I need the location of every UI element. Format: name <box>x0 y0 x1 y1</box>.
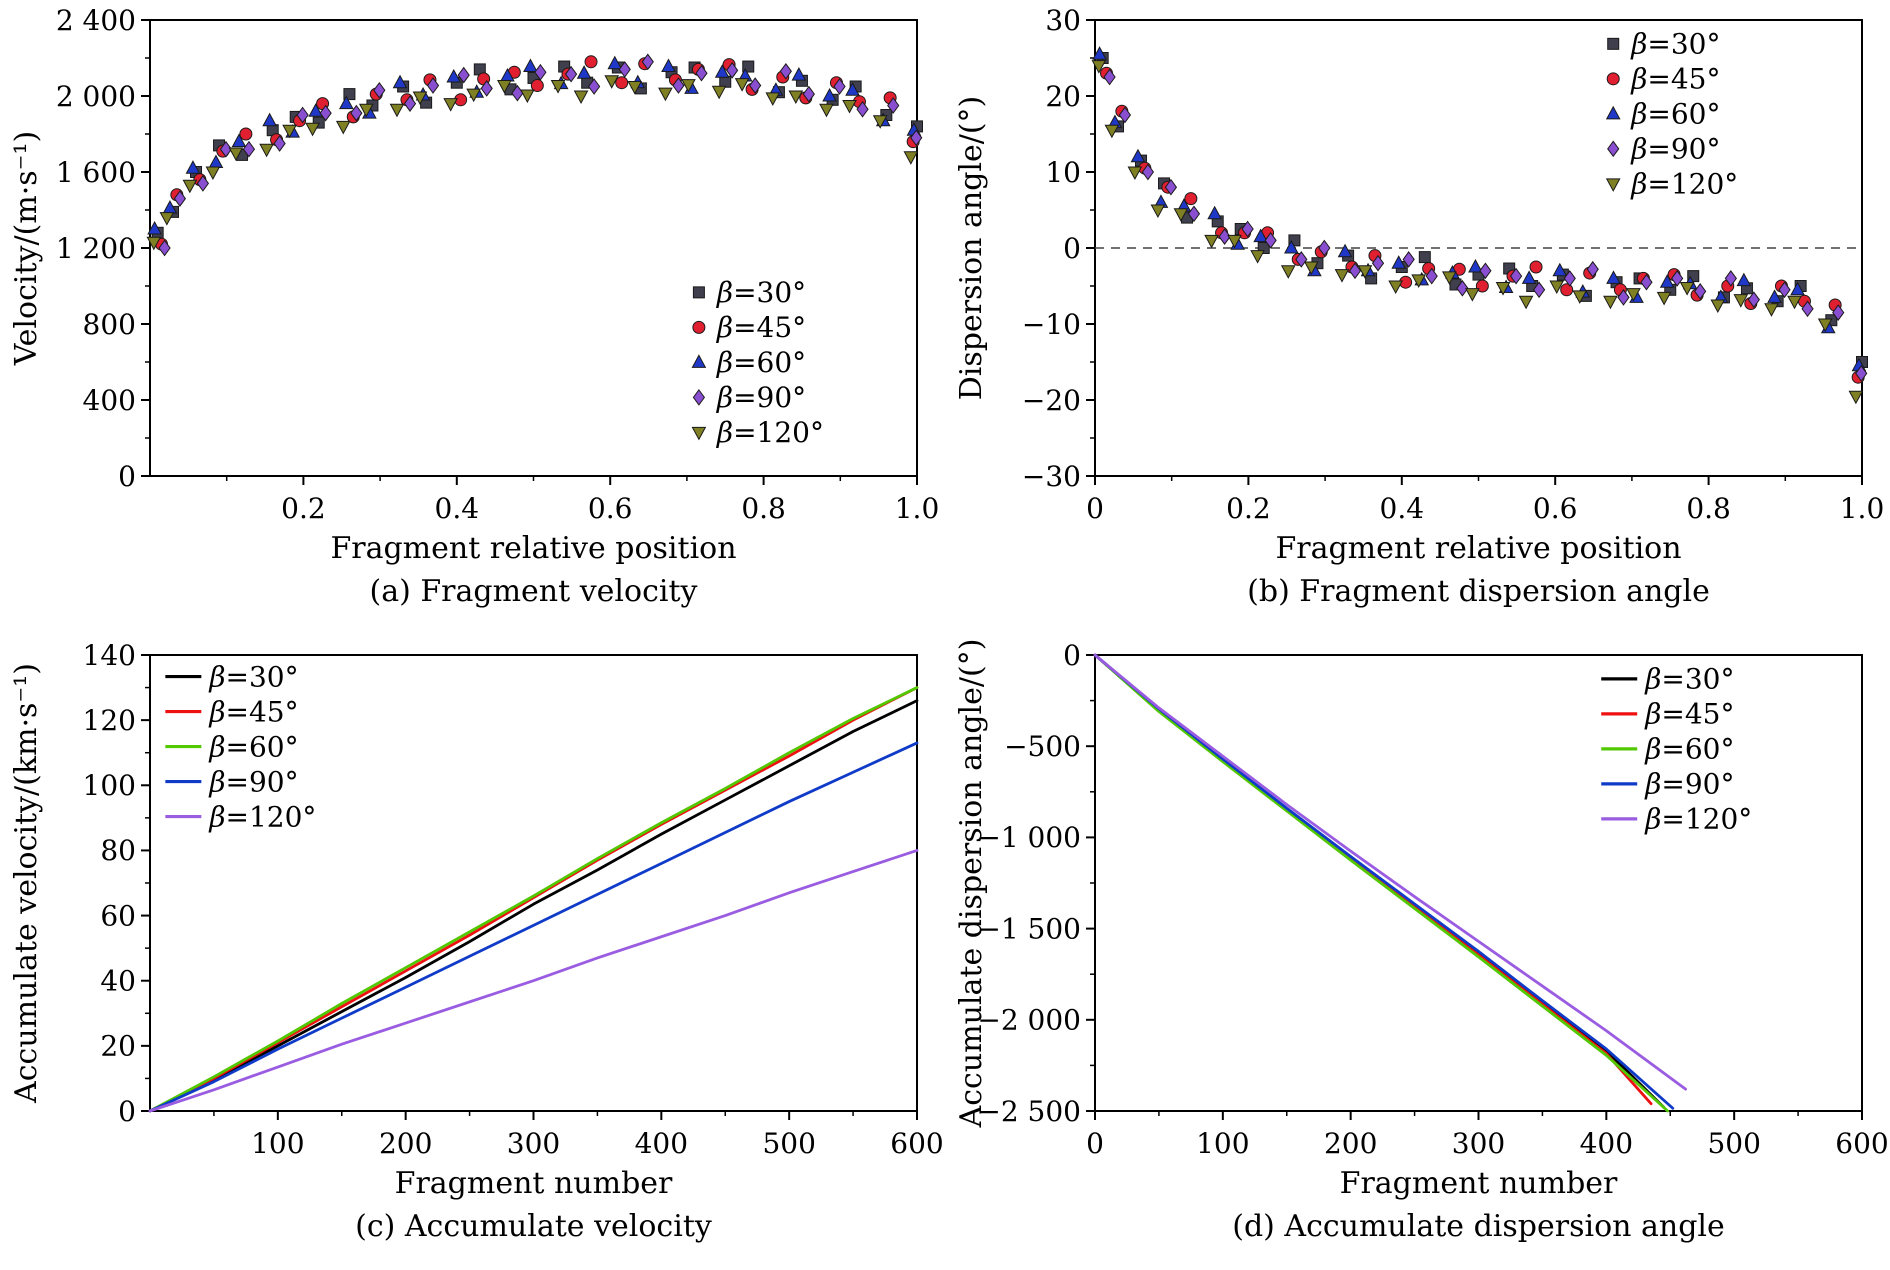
caption-c: (c) Accumulate velocity <box>355 1209 712 1244</box>
svg-text:β=90°: β=90° <box>208 765 298 798</box>
svg-text:Dispersion angle/(°): Dispersion angle/(°) <box>954 96 989 401</box>
svg-text:400: 400 <box>1580 1127 1633 1160</box>
svg-text:600: 600 <box>1835 1127 1888 1160</box>
svg-text:0: 0 <box>1063 639 1081 672</box>
svg-text:1 200: 1 200 <box>56 232 136 265</box>
svg-text:600: 600 <box>890 1127 943 1160</box>
svg-text:100: 100 <box>83 769 136 802</box>
svg-text:2 000: 2 000 <box>56 80 136 113</box>
svg-text:0.4: 0.4 <box>435 492 480 525</box>
svg-text:0.2: 0.2 <box>1226 492 1271 525</box>
svg-text:−1 500: −1 500 <box>977 912 1081 945</box>
svg-text:10: 10 <box>1045 156 1081 189</box>
panel-a: 0.2 0.4 0.6 0.8 1.0 0 400 800 1 200 1 600 2 000 2 4… <box>0 0 945 635</box>
svg-text:60: 60 <box>100 899 136 932</box>
svg-text:β=90°: β=90° <box>1644 768 1734 801</box>
svg-text:−30: −30 <box>1022 460 1081 493</box>
svg-text:400: 400 <box>83 384 136 417</box>
svg-text:−2 500: −2 500 <box>977 1095 1081 1128</box>
svg-text:40: 40 <box>100 965 136 998</box>
svg-text:−10: −10 <box>1022 308 1081 341</box>
svg-text:β=45°: β=45° <box>1630 63 1720 96</box>
svg-text:−1 000: −1 000 <box>977 821 1081 854</box>
svg-text:500: 500 <box>1707 1127 1760 1160</box>
svg-text:800: 800 <box>83 308 136 341</box>
svg-text:Velocity/(m·s⁻¹): Velocity/(m·s⁻¹) <box>9 131 44 366</box>
svg-text:0: 0 <box>118 1095 136 1128</box>
svg-text:β=120°: β=120° <box>716 416 824 449</box>
svg-text:β=45°: β=45° <box>208 695 298 728</box>
svg-text:β=45°: β=45° <box>1644 698 1734 731</box>
svg-text:β=30°: β=30° <box>1644 663 1734 696</box>
svg-text:−2 000: −2 000 <box>977 1004 1081 1037</box>
panel-c: 100 200 300 400 500 600 0 20 40 60 80 100 120 140 Frag… <box>0 635 945 1270</box>
svg-text:β=30°: β=30° <box>1630 28 1720 61</box>
svg-text:β=30°: β=30° <box>208 660 298 693</box>
svg-text:2 400: 2 400 <box>56 4 136 37</box>
svg-text:200: 200 <box>379 1127 432 1160</box>
svg-text:β=120°: β=120° <box>1630 168 1738 201</box>
svg-text:0.8: 0.8 <box>741 492 786 525</box>
svg-text:Fragment relative position: Fragment relative position <box>1275 531 1681 566</box>
svg-text:Fragment number: Fragment number <box>1340 1166 1618 1201</box>
svg-text:β=60°: β=60° <box>1644 733 1734 766</box>
svg-text:β=90°: β=90° <box>716 381 806 414</box>
svg-text:β=120°: β=120° <box>208 800 316 833</box>
caption-a: (a) Fragment velocity <box>369 574 698 609</box>
caption-d: (d) Accumulate dispersion angle <box>1232 1209 1725 1244</box>
svg-text:0: 0 <box>118 460 136 493</box>
svg-text:0.8: 0.8 <box>1686 492 1731 525</box>
svg-text:β=120°: β=120° <box>1644 803 1752 836</box>
svg-text:0: 0 <box>1063 232 1081 265</box>
svg-text:−500: −500 <box>1004 730 1081 763</box>
svg-text:1 600: 1 600 <box>56 156 136 189</box>
svg-text:100: 100 <box>251 1127 304 1160</box>
svg-text:30: 30 <box>1045 4 1081 37</box>
caption-b: (b) Fragment dispersion angle <box>1247 574 1710 609</box>
svg-text:β=60°: β=60° <box>716 346 806 379</box>
svg-text:500: 500 <box>762 1127 815 1160</box>
svg-text:200: 200 <box>1324 1127 1377 1160</box>
svg-text:100: 100 <box>1196 1127 1249 1160</box>
chart-fragment-velocity: 0.2 0.4 0.6 0.8 1.0 0 400 800 1 200 1 600 2 000 2 4… <box>9 4 940 566</box>
svg-text:300: 300 <box>507 1127 560 1160</box>
svg-text:−20: −20 <box>1022 384 1081 417</box>
chart-fragment-dispersion-angle: 0 0.2 0.4 0.6 0.8 1.0 −30 −20 −10 0 10 20 30 Fragment… <box>954 4 1885 566</box>
svg-text:Fragment number: Fragment number <box>395 1166 673 1201</box>
svg-text:β=45°: β=45° <box>716 311 806 344</box>
panel-d: 0 100 200 300 400 500 600 −2 500 −2 000 −1 500 −1 … <box>945 635 1890 1270</box>
svg-text:1.0: 1.0 <box>1840 492 1885 525</box>
svg-text:120: 120 <box>83 704 136 737</box>
svg-text:300: 300 <box>1452 1127 1505 1160</box>
svg-text:20: 20 <box>100 1030 136 1063</box>
svg-text:0: 0 <box>1086 1127 1104 1160</box>
svg-text:β=30°: β=30° <box>716 276 806 309</box>
svg-text:0: 0 <box>1086 492 1104 525</box>
panel-b: 0 0.2 0.4 0.6 0.8 1.0 −30 −20 −10 0 10 20 30 Fragment… <box>945 0 1890 635</box>
svg-text:1.0: 1.0 <box>895 492 940 525</box>
svg-text:β=60°: β=60° <box>208 730 298 763</box>
svg-text:β=90°: β=90° <box>1630 133 1720 166</box>
svg-text:140: 140 <box>83 639 136 672</box>
svg-text:Accumulate velocity/(km·s⁻¹): Accumulate velocity/(km·s⁻¹) <box>9 663 44 1104</box>
chart-accumulate-velocity: 100 200 300 400 500 600 0 20 40 60 80 100 120 140 Frag… <box>9 639 944 1201</box>
chart-accumulate-dispersion-angle: 0 100 200 300 400 500 600 −2 500 −2 000 −1 500 −1 … <box>954 639 1889 1201</box>
svg-text:Accumulate dispersion angle/(°: Accumulate dispersion angle/(°) <box>954 639 989 1128</box>
svg-text:0.6: 0.6 <box>588 492 633 525</box>
svg-text:β=60°: β=60° <box>1630 98 1720 131</box>
svg-text:0.2: 0.2 <box>281 492 326 525</box>
svg-text:Fragment relative position: Fragment relative position <box>330 531 736 566</box>
svg-text:400: 400 <box>635 1127 688 1160</box>
svg-text:20: 20 <box>1045 80 1081 113</box>
svg-text:0.6: 0.6 <box>1533 492 1578 525</box>
svg-text:80: 80 <box>100 834 136 867</box>
svg-text:0.4: 0.4 <box>1380 492 1425 525</box>
